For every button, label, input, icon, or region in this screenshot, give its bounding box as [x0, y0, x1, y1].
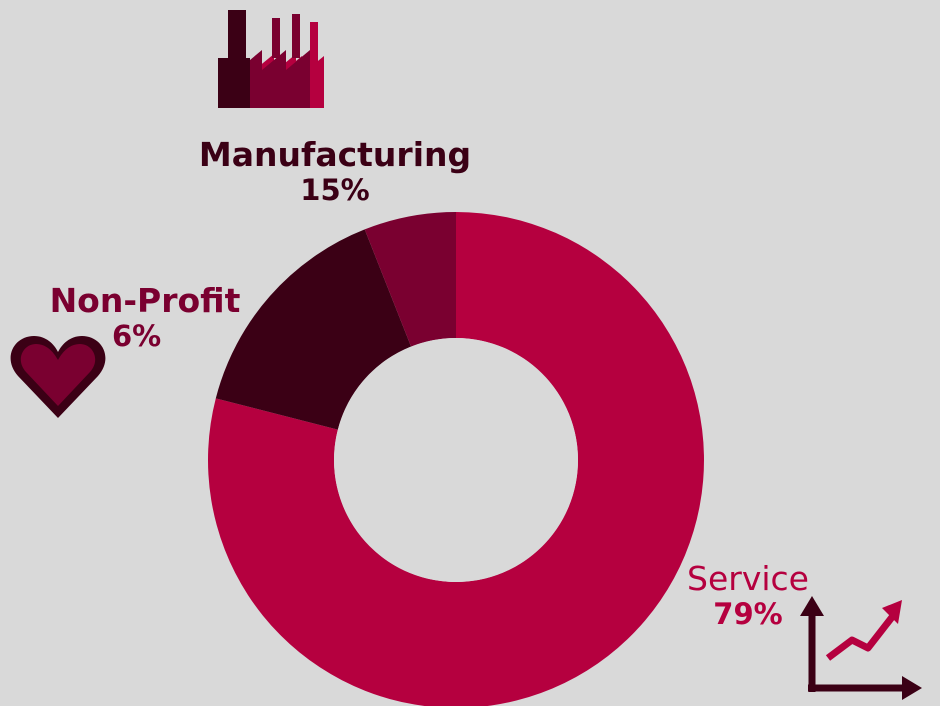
donut-slices [208, 212, 704, 706]
heart-icon [10, 336, 106, 418]
slice-service [208, 212, 704, 706]
growth-chart-icon [800, 596, 922, 700]
donut-hole [334, 338, 578, 582]
slice-manufacturing [215, 229, 412, 430]
manufacturing-percent: 15% [300, 172, 370, 207]
slice-non-profit [364, 212, 456, 347]
nonprofit-percent: 6% [112, 318, 162, 353]
service-percent: 79% [713, 596, 783, 631]
nonprofit-name: Non-Profit [49, 281, 241, 320]
factory-icon [218, 10, 324, 108]
manufacturing-label: Manufacturing 15% [195, 136, 475, 207]
service-name: Service [687, 559, 809, 598]
manufacturing-name: Manufacturing [198, 135, 472, 174]
nonprofit-label: Non-Profit 6% [40, 282, 250, 353]
service-label: Service 79% [678, 560, 818, 631]
